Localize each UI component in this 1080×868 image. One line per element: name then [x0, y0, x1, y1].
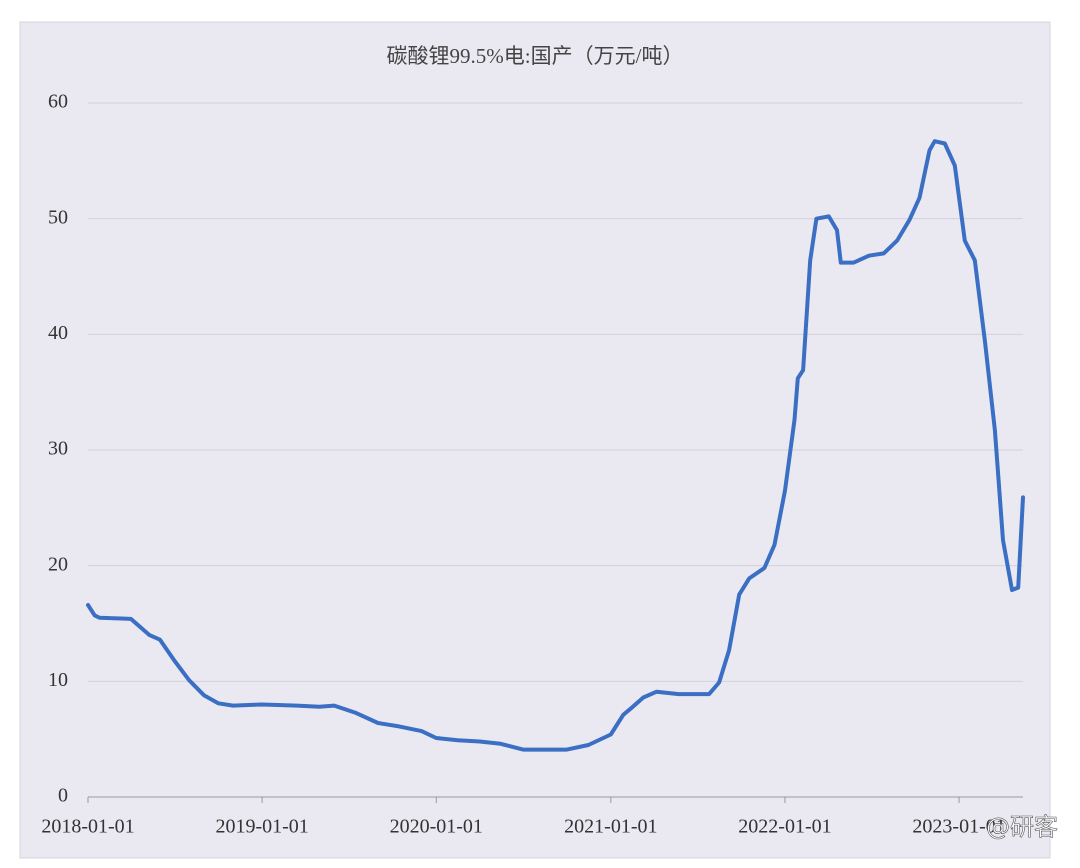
x-tick-label: 2019-01-01 [215, 816, 308, 838]
y-tick-label: 40 [48, 322, 68, 344]
x-tick-label: 2020-01-01 [390, 816, 483, 838]
y-tick-label: 10 [48, 669, 68, 691]
watermark: @研客 [986, 813, 1058, 841]
x-tick-label: 2023-01-01 [912, 816, 1005, 838]
chart-title: 碳酸锂99.5%电:国产（万元/吨） [387, 44, 684, 68]
y-tick-label: 20 [48, 553, 68, 575]
y-tick-label: 50 [48, 206, 68, 228]
y-tick-label: 30 [48, 438, 68, 460]
y-tick-label: 60 [48, 91, 68, 113]
line-series [86, 139, 1025, 752]
y-tick-label: 0 [58, 785, 68, 807]
x-tick-label: 2021-01-01 [564, 816, 657, 838]
x-tick-label: 2018-01-01 [41, 816, 134, 838]
chart-frame [19, 21, 1051, 859]
x-tick-label: 2022-01-01 [738, 816, 831, 838]
